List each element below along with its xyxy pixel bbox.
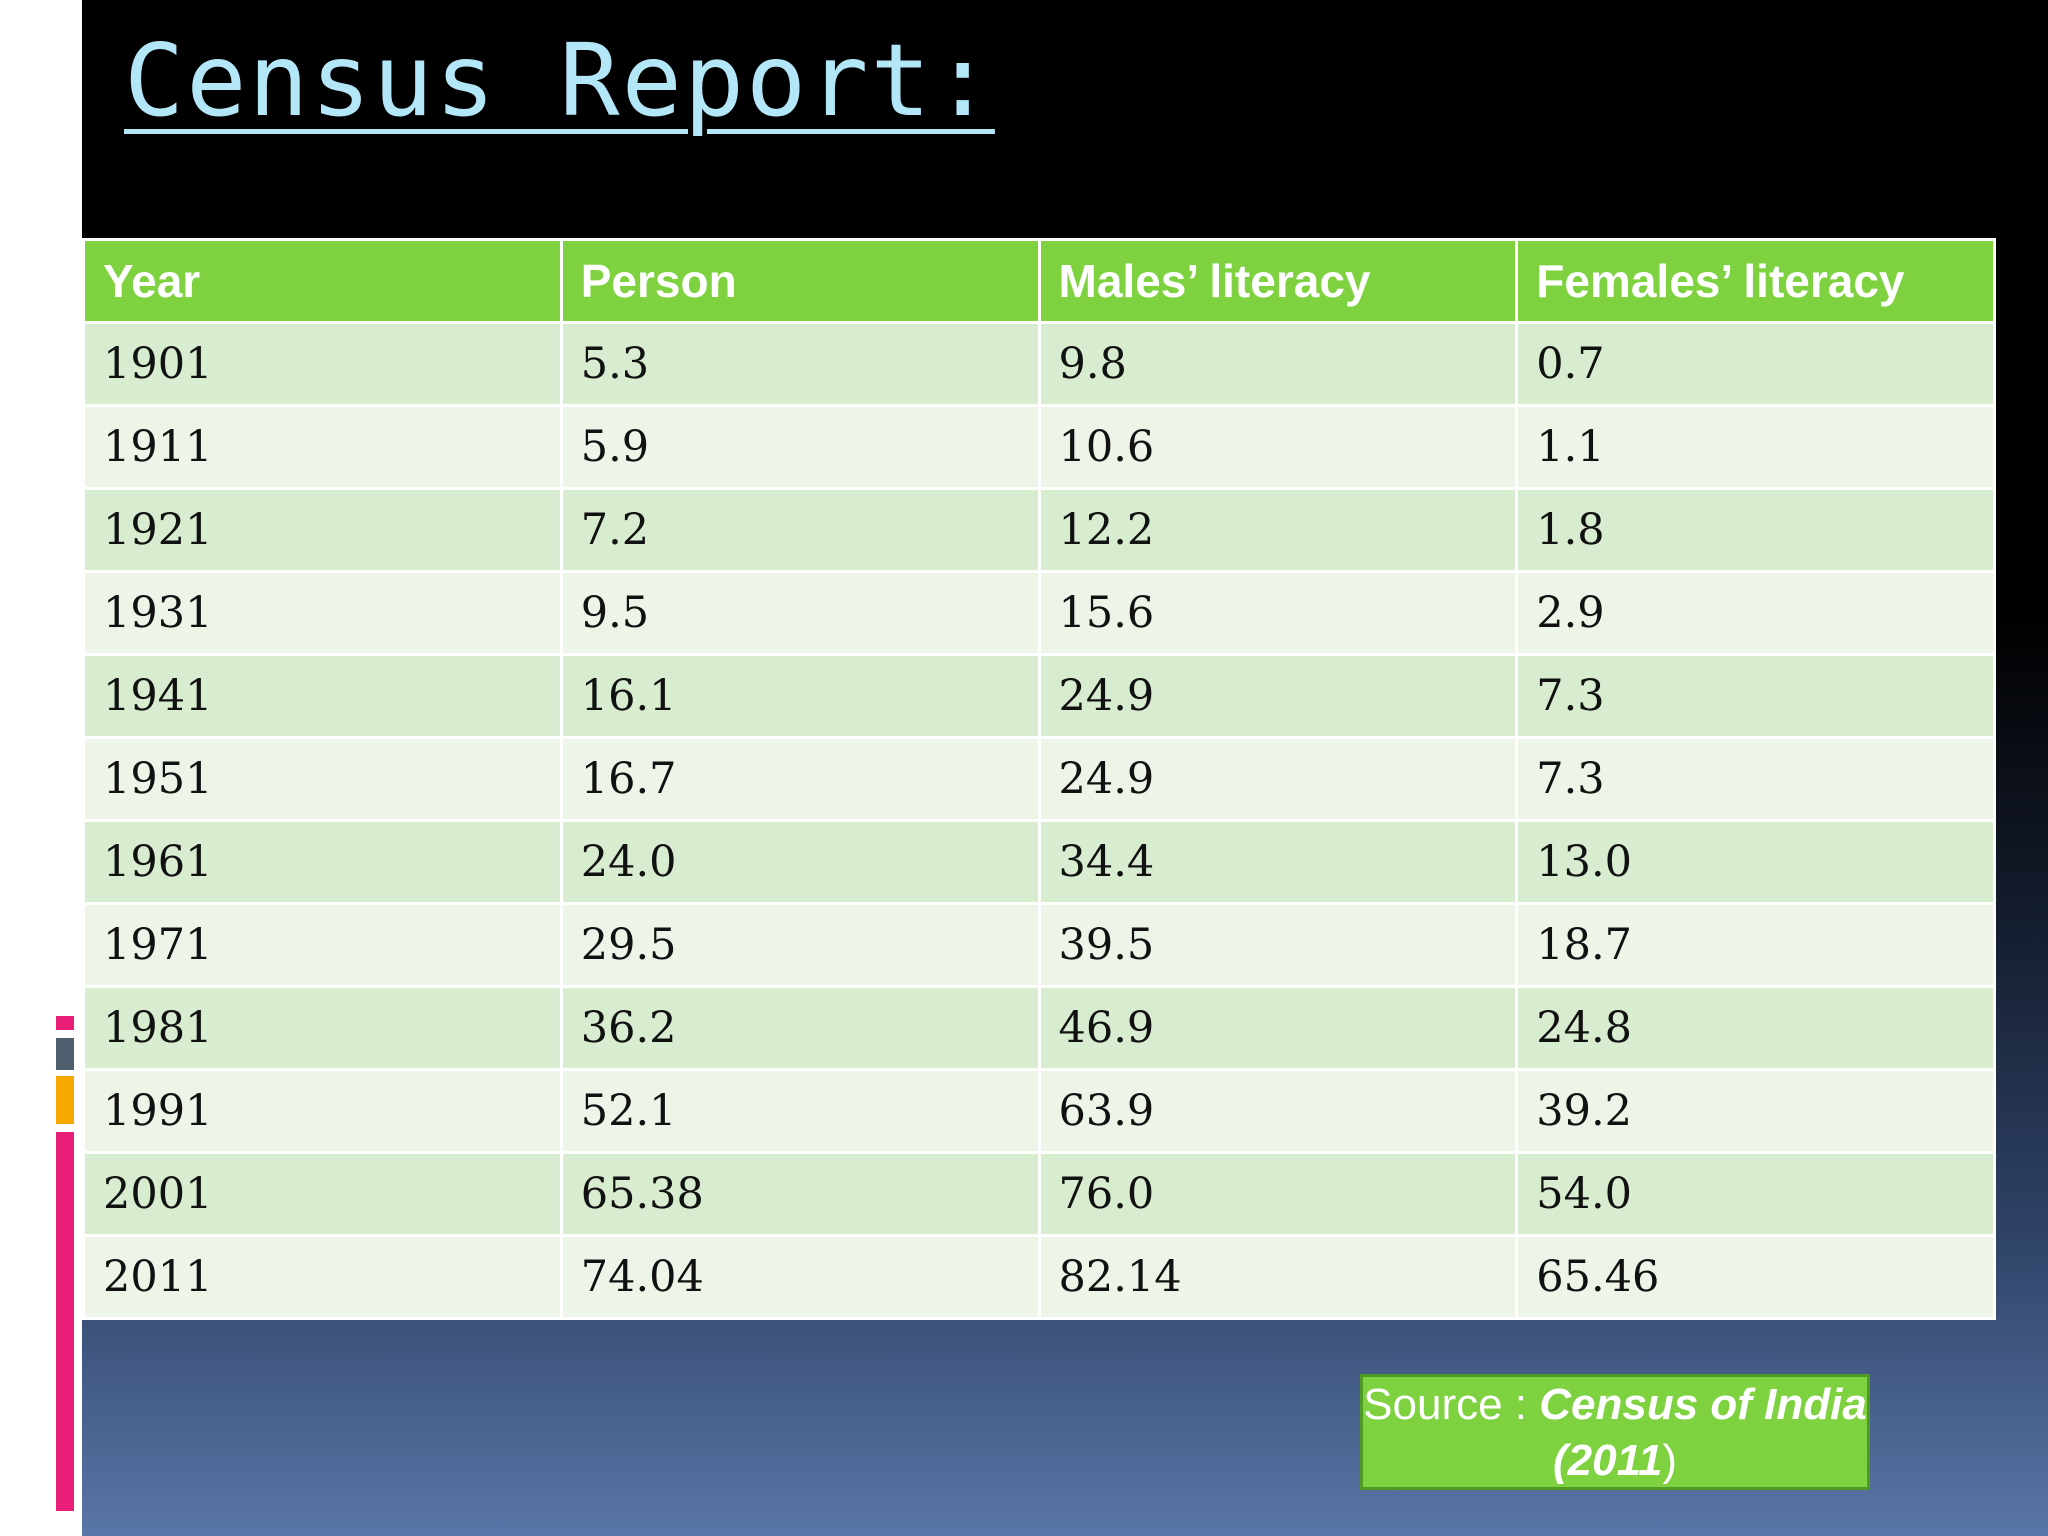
person-cell: 52.1 xyxy=(559,1068,1041,1154)
year-cell: 1961 xyxy=(82,819,563,905)
person-cell: 29.5 xyxy=(559,902,1041,988)
person-cell: 16.1 xyxy=(559,653,1041,739)
males-literacy-cell: 9.8 xyxy=(1037,321,1519,407)
table-row: 1981 36.2 46.9 24.8 xyxy=(82,985,1996,1071)
year-cell: 1931 xyxy=(82,570,563,656)
person-cell: 7.2 xyxy=(559,487,1041,573)
census-table: Year Person Males’ literacy Females’ lit… xyxy=(82,238,1996,1320)
females-literacy-cell: 24.8 xyxy=(1515,985,1996,1071)
year-cell: 2001 xyxy=(82,1151,563,1237)
females-literacy-cell: 7.3 xyxy=(1515,736,1996,822)
table-body: 1901 5.3 9.8 0.7 1911 5.9 10.6 1.1 1921 7.2 12.2 1.… xyxy=(82,321,1996,1320)
person-cell: 5.3 xyxy=(559,321,1041,407)
source-box: Source : Census of India (2011) xyxy=(1360,1374,1870,1490)
year-cell: 1921 xyxy=(82,487,563,573)
table-row: 1991 52.1 63.9 39.2 xyxy=(82,1068,1996,1154)
females-literacy-cell: 65.46 xyxy=(1515,1234,1996,1320)
year-cell: 1981 xyxy=(82,985,563,1071)
males-literacy-cell: 15.6 xyxy=(1037,570,1519,656)
males-literacy-cell: 46.9 xyxy=(1037,985,1519,1071)
person-cell: 36.2 xyxy=(559,985,1041,1071)
table-row: 2001 65.38 76.0 54.0 xyxy=(82,1151,1996,1237)
year-cell: 1951 xyxy=(82,736,563,822)
females-literacy-cell: 1.1 xyxy=(1515,404,1996,490)
table-header-row: Year Person Males’ literacy Females’ lit… xyxy=(82,238,1996,324)
females-literacy-cell: 54.0 xyxy=(1515,1151,1996,1237)
person-cell: 24.0 xyxy=(559,819,1041,905)
females-literacy-cell: 18.7 xyxy=(1515,902,1996,988)
source-suffix: ) xyxy=(1662,1436,1677,1485)
person-cell: 5.9 xyxy=(559,404,1041,490)
year-cell: 1911 xyxy=(82,404,563,490)
year-cell: 2011 xyxy=(82,1234,563,1320)
person-cell: 9.5 xyxy=(559,570,1041,656)
person-cell: 65.38 xyxy=(559,1151,1041,1237)
table-row: 1911 5.9 10.6 1.1 xyxy=(82,404,1996,490)
males-literacy-cell: 24.9 xyxy=(1037,653,1519,739)
males-literacy-cell: 39.5 xyxy=(1037,902,1519,988)
table-row: 1941 16.1 24.9 7.3 xyxy=(82,653,1996,739)
table-row: 1951 16.7 24.9 7.3 xyxy=(82,736,1996,822)
table-row: 1971 29.5 39.5 18.7 xyxy=(82,902,1996,988)
column-header-year: Year xyxy=(82,238,563,324)
year-cell: 1941 xyxy=(82,653,563,739)
table-row: 1901 5.3 9.8 0.7 xyxy=(82,321,1996,407)
males-literacy-cell: 63.9 xyxy=(1037,1068,1519,1154)
column-header-person: Person xyxy=(559,238,1041,324)
males-literacy-cell: 24.9 xyxy=(1037,736,1519,822)
males-literacy-cell: 34.4 xyxy=(1037,819,1519,905)
table-row: 1921 7.2 12.2 1.8 xyxy=(82,487,1996,573)
table-row: 2011 74.04 82.14 65.46 xyxy=(82,1234,1996,1320)
corner-decoration xyxy=(50,150,82,236)
source-prefix: Source : xyxy=(1363,1380,1540,1429)
males-literacy-cell: 12.2 xyxy=(1037,487,1519,573)
females-literacy-cell: 1.8 xyxy=(1515,487,1996,573)
females-literacy-cell: 7.3 xyxy=(1515,653,1996,739)
females-literacy-cell: 13.0 xyxy=(1515,819,1996,905)
side-accent-bars xyxy=(56,1016,74,1511)
males-literacy-cell: 82.14 xyxy=(1037,1234,1519,1320)
females-literacy-cell: 39.2 xyxy=(1515,1068,1996,1154)
females-literacy-cell: 2.9 xyxy=(1515,570,1996,656)
person-cell: 16.7 xyxy=(559,736,1041,822)
column-header-females-literacy: Females’ literacy xyxy=(1515,238,1996,324)
person-cell: 74.04 xyxy=(559,1234,1041,1320)
year-cell: 1991 xyxy=(82,1068,563,1154)
table-row: 1931 9.5 15.6 2.9 xyxy=(82,570,1996,656)
source-name: Census of India xyxy=(1539,1380,1867,1429)
males-literacy-cell: 76.0 xyxy=(1037,1151,1519,1237)
source-year: (2011 xyxy=(1553,1436,1663,1485)
females-literacy-cell: 0.7 xyxy=(1515,321,1996,407)
column-header-males-literacy: Males’ literacy xyxy=(1037,238,1519,324)
table-row: 1961 24.0 34.4 13.0 xyxy=(82,819,1996,905)
year-cell: 1901 xyxy=(82,321,563,407)
slide-title: Census Report: xyxy=(124,22,995,139)
males-literacy-cell: 10.6 xyxy=(1037,404,1519,490)
year-cell: 1971 xyxy=(82,902,563,988)
